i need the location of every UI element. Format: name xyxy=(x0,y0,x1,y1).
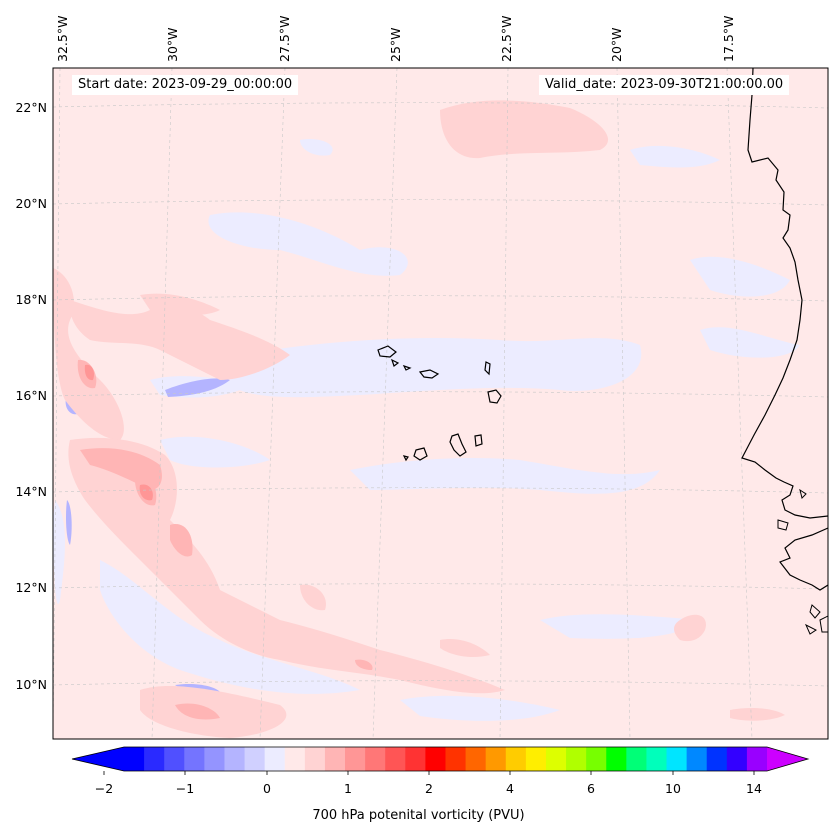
lat-label: 22°N xyxy=(15,100,47,115)
colorbar-cell xyxy=(365,747,386,771)
coastal-islands xyxy=(777,488,828,635)
colorbar-cell xyxy=(465,747,487,771)
colorbar-cell xyxy=(545,747,567,771)
colorbar-cell xyxy=(184,747,205,771)
valid-date-label: Valid_date: 2023-09-30T21:00:00.00 xyxy=(539,75,790,95)
colorbar-cell xyxy=(385,747,406,771)
map-frame xyxy=(52,67,829,740)
cbar-tick-label: 2 xyxy=(425,781,433,796)
colorbar-cell xyxy=(525,747,547,771)
lat-label: 10°N xyxy=(15,677,47,692)
colorbar-cell xyxy=(164,747,185,771)
colorbar-cell xyxy=(746,747,768,771)
colorbar-cell xyxy=(425,747,446,771)
colorbar-cell xyxy=(324,747,346,771)
colorbar-cell xyxy=(505,747,527,771)
positive-pv-cores xyxy=(77,359,373,720)
colorbar-cell xyxy=(284,747,306,771)
colorbar: −2 −1 0 1 2 4 6 10 14 xyxy=(71,746,810,796)
lat-label: 16°N xyxy=(15,388,47,403)
cape-verde-islands xyxy=(377,345,502,462)
colorbar-cell xyxy=(726,747,748,771)
lat-label: 18°N xyxy=(15,292,47,307)
lat-label: 20°N xyxy=(15,196,47,211)
colorbar-outline xyxy=(71,746,810,772)
colorbar-cell xyxy=(204,747,225,771)
colorbar-cell xyxy=(124,747,145,771)
lon-label: 25°W xyxy=(388,27,403,62)
lat-label: 12°N xyxy=(15,580,47,595)
lon-label: 30°W xyxy=(165,27,180,62)
coastline-guinea xyxy=(779,527,828,591)
gridlines xyxy=(53,68,828,739)
cbar-tick-label: 6 xyxy=(587,781,595,796)
colorbar-label: 700 hPa potenital vorticity (PVU) xyxy=(312,808,525,823)
colorbar-cell xyxy=(144,747,165,771)
colorbar-cell xyxy=(445,747,467,771)
colorbar-under-arrow xyxy=(72,747,124,771)
lon-label: 20°W xyxy=(609,27,624,62)
lon-label: 22.5°W xyxy=(499,16,514,62)
coastline-west-africa xyxy=(741,68,828,519)
colorbar-cell xyxy=(224,747,246,771)
colorbar-cell xyxy=(646,747,668,771)
lon-label: 17.5°W xyxy=(721,16,736,62)
colorbar-cell xyxy=(264,747,286,771)
colorbar-over-arrow xyxy=(767,747,808,771)
colorbar-cell xyxy=(606,747,627,771)
colorbar-cell xyxy=(405,747,426,771)
colorbar-ticks xyxy=(103,771,755,775)
longitude-labels: 32.5°W 30°W 27.5°W 25°W 22.5°W 20°W 17.5… xyxy=(55,16,736,62)
cbar-tick-label: −2 xyxy=(95,781,113,796)
positive-pv-peak xyxy=(84,364,153,501)
cbar-tick-label: 14 xyxy=(746,781,762,796)
cbar-tick-label: 0 xyxy=(263,781,271,796)
cbar-tick-label: −1 xyxy=(176,781,194,796)
start-date-label: Start date: 2023-09-29_00:00:00 xyxy=(72,75,299,95)
colorbar-cell xyxy=(304,747,326,771)
colorbar-cell xyxy=(586,747,607,771)
colorbar-cell xyxy=(485,747,507,771)
cbar-tick-label: 1 xyxy=(344,781,352,796)
map-panel xyxy=(53,68,828,739)
negative-pv-patches xyxy=(53,139,800,721)
lon-label: 27.5°W xyxy=(277,16,292,62)
colorbar-cell xyxy=(566,747,587,771)
cbar-tick-label: 10 xyxy=(665,781,681,796)
colorbar-cell xyxy=(706,747,728,771)
colorbar-cell xyxy=(686,747,708,771)
cbar-tick-label: 4 xyxy=(506,781,514,796)
colorbar-cells xyxy=(124,747,768,771)
colorbar-cell xyxy=(666,747,688,771)
latitude-labels: 22°N 20°N 18°N 16°N 14°N 12°N 10°N xyxy=(15,100,47,692)
colorbar-cell xyxy=(345,747,366,771)
colorbar-cell xyxy=(244,747,266,771)
lon-label: 32.5°W xyxy=(55,16,70,62)
colorbar-cell xyxy=(626,747,647,771)
colorbar-tick-labels: −2 −1 0 1 2 4 6 10 14 xyxy=(95,781,762,796)
lat-label: 14°N xyxy=(15,484,47,499)
